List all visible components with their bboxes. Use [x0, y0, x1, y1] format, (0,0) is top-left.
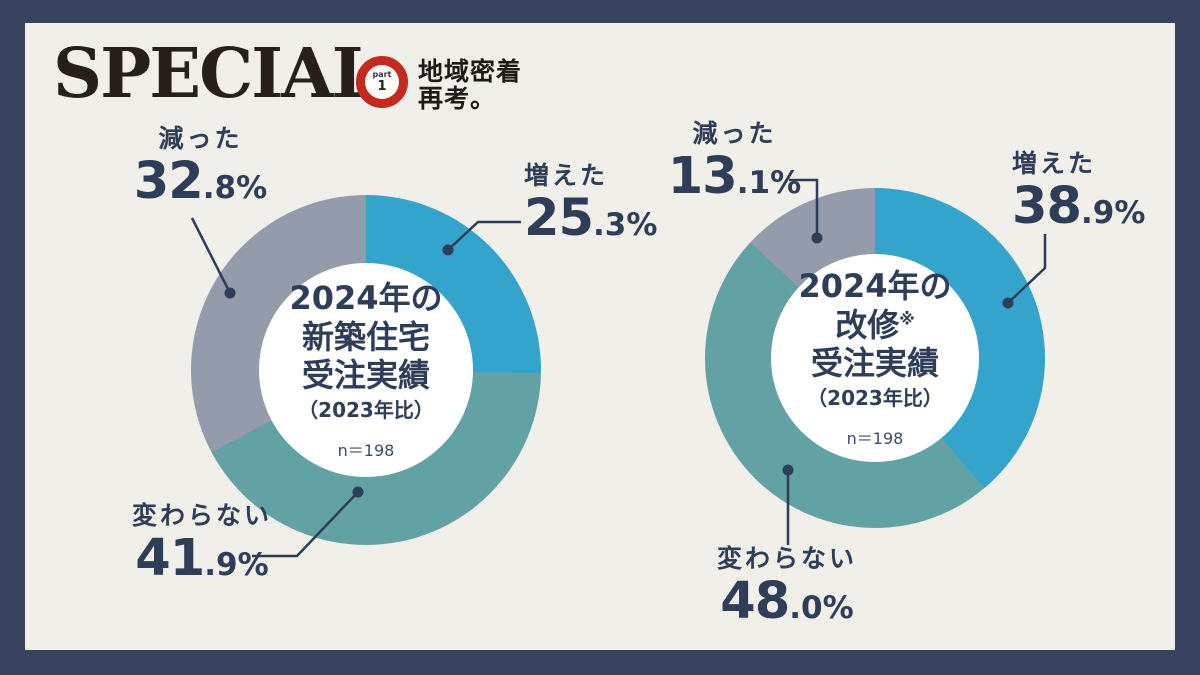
chart-title-line: 受注実績	[301, 356, 430, 395]
callout-label: 変わらない	[716, 544, 857, 573]
callout-value: 48.0%	[720, 572, 854, 632]
tagline-line2: 再考。	[418, 83, 497, 113]
callout-right-decrease: 減った 13.1%	[652, 118, 817, 202]
part-number: 1	[377, 79, 387, 94]
donut-center-right: 2024年の 改修※ 受注実績 （2023年比） n＝198	[771, 254, 979, 462]
chart-title-line: 2024年の	[798, 267, 952, 306]
callout-value: 41.9%	[135, 529, 269, 589]
chart-subtitle: （2023年比）	[298, 397, 434, 422]
callout-label: 減った	[158, 124, 243, 153]
callout-label: 増えた	[524, 161, 609, 190]
special-wordmark: SPECIAL	[53, 34, 380, 114]
chart-title-line: 新築住宅	[301, 317, 430, 356]
sample-size: n＝198	[846, 428, 904, 448]
donut-chart-renovation: 2024年の 改修※ 受注実績 （2023年比） n＝198	[705, 188, 1045, 528]
callout-right-increase: 増えた 38.9%	[1012, 148, 1145, 232]
callout-label: 増えた	[1012, 149, 1097, 178]
callout-value: 32.8%	[133, 152, 268, 212]
chart-title-line: 2024年の	[289, 279, 443, 318]
callout-left-unchanged: 変わらない 41.9%	[116, 500, 288, 584]
chart-subtitle: （2023年比）	[807, 385, 943, 410]
callout-left-decrease: 減った 32.8%	[118, 123, 283, 207]
callout-label: 減った	[692, 119, 777, 148]
callout-left-increase: 増えた 25.3%	[524, 160, 657, 244]
callout-label: 変わらない	[131, 501, 272, 530]
donut-center-left: 2024年の 新築住宅 受注実績 （2023年比） n＝198	[259, 263, 473, 477]
chart-title-line: 受注実績	[810, 344, 939, 383]
part-1-badge-icon: part 1	[356, 56, 408, 108]
callout-value: 13.1%	[667, 147, 802, 207]
sample-size: n＝198	[337, 440, 395, 460]
callout-right-unchanged: 変わらない 48.0%	[700, 543, 874, 627]
callout-value: 25.3%	[524, 189, 658, 249]
donut-chart-new-construction: 2024年の 新築住宅 受注実績 （2023年比） n＝198	[191, 195, 541, 545]
series-tagline: 地域密着 再考。	[418, 57, 523, 113]
tagline-line1: 地域密着	[418, 57, 523, 86]
callout-value: 38.9%	[1012, 177, 1146, 237]
chart-title-line: 改修※	[835, 305, 915, 344]
part-label: part	[372, 70, 392, 79]
